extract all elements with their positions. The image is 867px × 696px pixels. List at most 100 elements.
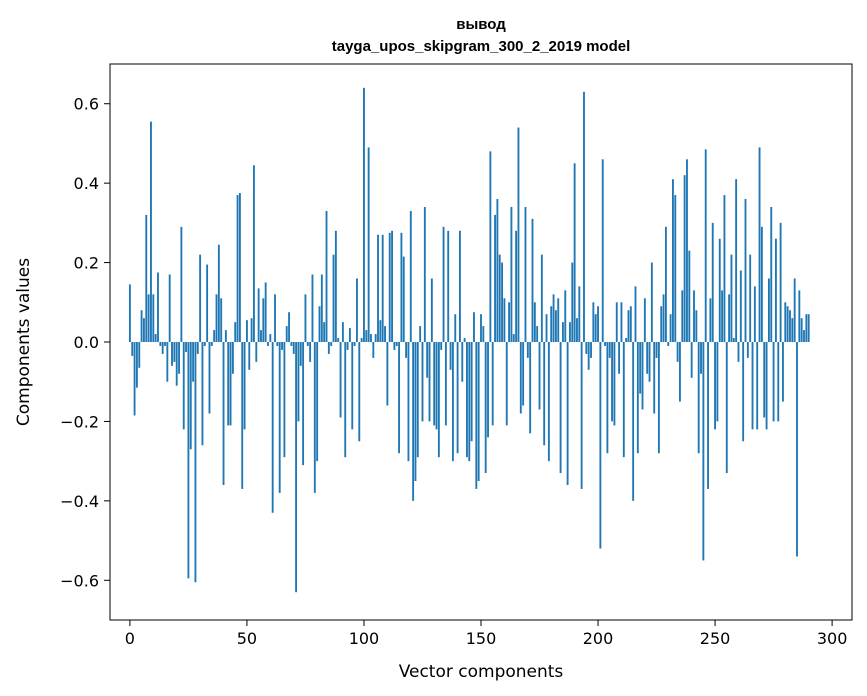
bar-153 — [487, 342, 489, 438]
bar-111 — [388, 232, 391, 342]
bar-5 — [140, 310, 143, 342]
bar-124 — [419, 326, 422, 342]
bar-123 — [416, 342, 419, 458]
bar-45 — [234, 322, 237, 342]
bar-66 — [283, 342, 286, 458]
bar-195 — [585, 342, 588, 354]
bar-27 — [192, 342, 195, 382]
bar-83 — [323, 322, 326, 342]
bar-174 — [536, 326, 539, 342]
bar-8 — [147, 294, 150, 342]
bar-181 — [552, 294, 555, 342]
bar-33 — [206, 264, 209, 342]
bar-70 — [292, 342, 295, 354]
bar-68 — [288, 312, 290, 342]
bar-92 — [344, 342, 347, 458]
bar-35 — [210, 342, 213, 346]
bar-1 — [131, 342, 134, 356]
x-axis-ticks: 0 50 100 150 200 250 300 — [125, 620, 847, 648]
bar-262 — [742, 342, 745, 442]
bar-4 — [138, 342, 141, 368]
y-tick-label: 0.6 — [74, 95, 99, 114]
bar-43 — [229, 342, 232, 426]
bar-103 — [370, 334, 372, 342]
bar-104 — [372, 342, 375, 358]
bar-127 — [426, 342, 429, 378]
bar-175 — [538, 342, 541, 410]
bar-224 — [653, 342, 656, 414]
bar-16 — [166, 342, 169, 382]
bar-218 — [639, 342, 642, 394]
bar-76 — [306, 342, 309, 346]
bar-176 — [540, 254, 543, 342]
bar-12 — [157, 272, 159, 342]
bar-15 — [164, 342, 166, 346]
bar-135 — [444, 342, 447, 426]
bar-20 — [175, 342, 178, 386]
bar-50 — [245, 320, 248, 342]
bar-263 — [744, 199, 747, 342]
bar-132 — [437, 342, 440, 458]
bar-84 — [325, 210, 328, 342]
bar-113 — [393, 342, 396, 350]
bar-233 — [674, 195, 677, 342]
y-axis-label: Components values — [14, 258, 34, 426]
bar-130 — [433, 342, 436, 426]
bar-149 — [477, 342, 480, 481]
bar-91 — [341, 322, 344, 342]
bar-108 — [381, 234, 384, 342]
bar-246 — [704, 149, 707, 342]
y-tick-label: 0.2 — [74, 254, 99, 273]
bar-90 — [339, 342, 342, 418]
bar-238 — [686, 159, 688, 342]
y-tick-label: 0.0 — [74, 333, 99, 352]
bar-125 — [421, 342, 424, 422]
bar-249 — [711, 222, 714, 342]
bar-275 — [772, 342, 775, 422]
bar-126 — [423, 206, 426, 342]
bar-267 — [753, 286, 756, 342]
bar-170 — [526, 342, 529, 358]
bar-250 — [714, 342, 716, 430]
bar-134 — [442, 226, 445, 342]
bar-214 — [629, 306, 632, 342]
bar-119 — [407, 342, 410, 462]
chart-title: вывод — [456, 16, 506, 33]
bar-146 — [470, 342, 473, 442]
bar-179 — [547, 342, 550, 462]
bar-77 — [309, 342, 312, 362]
bar-116 — [400, 232, 403, 342]
bar-168 — [522, 342, 525, 406]
bar-2 — [133, 342, 136, 416]
bar-163 — [510, 206, 513, 342]
bar-101 — [365, 330, 368, 342]
chart-subtitle: tayga_upos_skipgram_300_2_2019 model — [332, 38, 631, 55]
bar-158 — [498, 254, 501, 342]
bar-136 — [447, 230, 450, 342]
bar-226 — [657, 342, 660, 454]
bar-164 — [512, 334, 515, 342]
bar-274 — [770, 206, 773, 342]
bar-88 — [334, 230, 337, 342]
bar-133 — [440, 342, 443, 350]
bar-14 — [161, 342, 164, 354]
bar-205 — [608, 342, 611, 358]
bar-72 — [297, 342, 300, 422]
bar-219 — [641, 342, 644, 410]
bar-241 — [693, 290, 695, 342]
bar-56 — [260, 330, 262, 342]
bar-78 — [311, 274, 314, 342]
bar-131 — [435, 342, 438, 430]
bar-73 — [299, 342, 302, 366]
bar-105 — [374, 334, 377, 342]
bar-44 — [231, 342, 234, 374]
bar-98 — [358, 342, 361, 442]
bar-65 — [281, 342, 283, 350]
bar-82 — [320, 274, 323, 342]
bar-144 — [466, 342, 468, 458]
bar-272 — [765, 342, 768, 430]
bar-137 — [449, 342, 452, 370]
bar-278 — [779, 222, 782, 342]
bar-171 — [529, 342, 532, 434]
bar-58 — [264, 282, 267, 342]
